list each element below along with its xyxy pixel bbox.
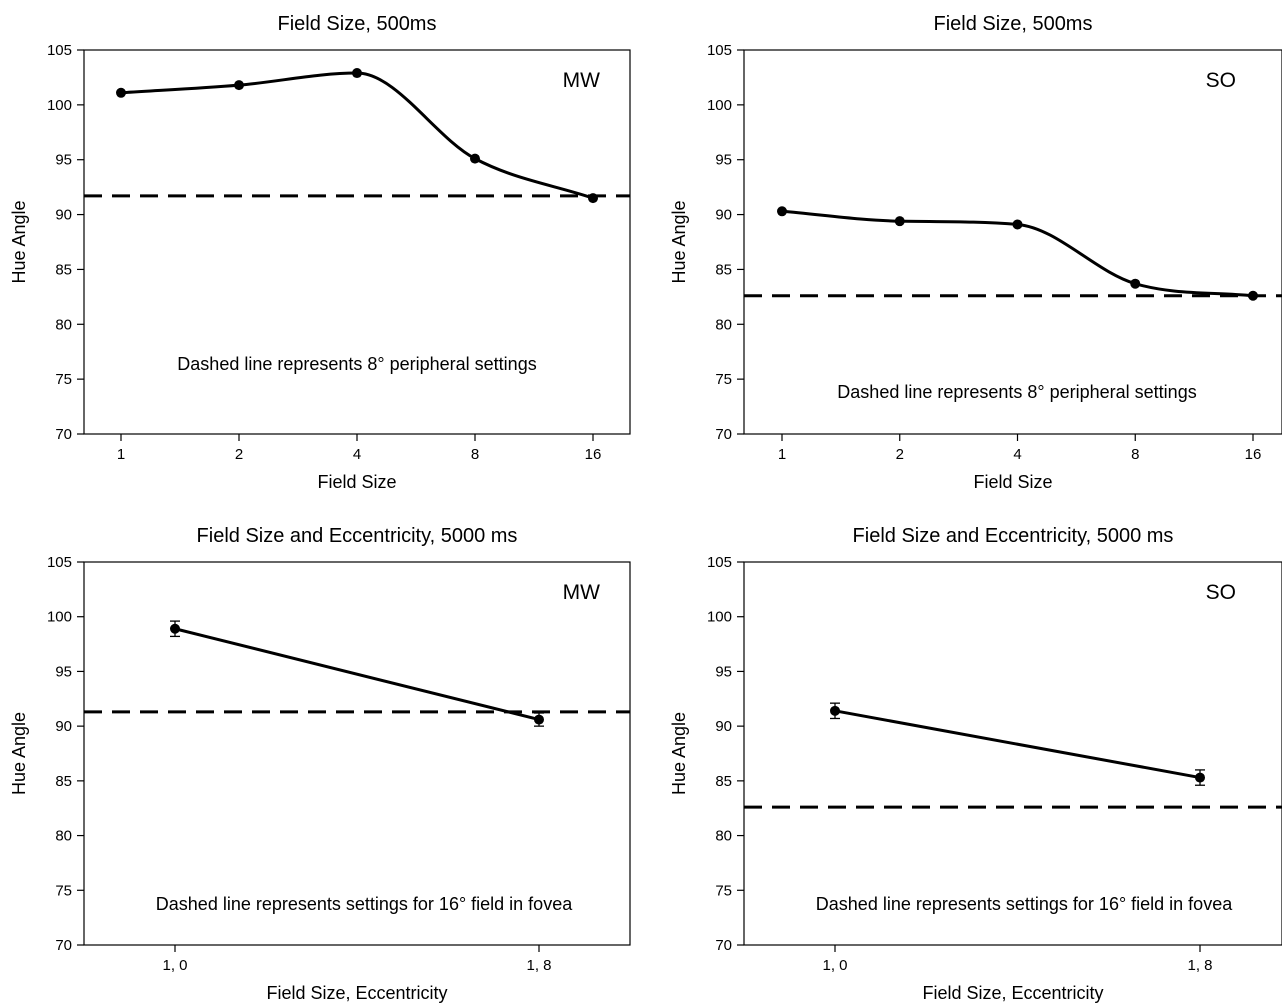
panel-tag: SO (1206, 581, 1236, 604)
data-point (234, 80, 244, 91)
y-tick-label: 95 (55, 663, 72, 680)
y-tick-label: 100 (47, 97, 72, 114)
y-tick-label: 70 (55, 426, 72, 443)
panel-tag: MW (563, 581, 600, 604)
x-tick-label: 16 (1245, 446, 1262, 463)
x-tick-label: 16 (585, 446, 602, 463)
y-tick-label: 90 (55, 718, 72, 735)
y-tick-label: 105 (707, 42, 732, 59)
y-tick-label: 105 (47, 42, 72, 59)
x-tick-label: 1, 0 (162, 957, 187, 974)
panel-tag: SO (1206, 69, 1236, 92)
x-tick-label: 4 (353, 446, 361, 463)
data-point (352, 68, 362, 79)
y-tick-label: 80 (55, 828, 72, 845)
x-tick-label: 1 (778, 446, 786, 463)
y-tick-label: 70 (715, 426, 732, 443)
chart-title: Field Size, 500ms (934, 13, 1093, 35)
chart-panel-mw-500: Field Size, 500ms 70 75 80 85 90 95 100 105 1 2 4 8 1… (9, 13, 631, 492)
chart-title: Field Size and Eccentricity, 5000 ms (197, 525, 518, 547)
y-tick-label: 90 (715, 718, 732, 735)
y-tick-label: 75 (715, 882, 732, 899)
plot-frame (743, 561, 1282, 946)
y-tick-label: 100 (707, 609, 732, 626)
y-tick-label: 70 (715, 937, 732, 954)
y-tick-label: 85 (715, 261, 732, 278)
series-line (834, 709, 1201, 780)
plot-frame (83, 561, 631, 946)
data-point (116, 87, 126, 98)
data-point (830, 705, 840, 716)
y-tick-label: 85 (715, 773, 732, 790)
chart-panel-so-5000: Field Size and Eccentricity, 5000 ms 70 75… (669, 525, 1282, 1003)
chart-title: Field Size, 500ms (278, 13, 437, 35)
series-line (174, 627, 540, 722)
data-point (170, 623, 180, 634)
x-tick-label: 4 (1013, 446, 1021, 463)
y-tick-label: 75 (715, 371, 732, 388)
plot-frame (743, 49, 1282, 435)
chart-title: Field Size and Eccentricity, 5000 ms (853, 525, 1174, 547)
x-axis-label: Field Size (973, 472, 1052, 492)
panel-tag: MW (563, 69, 600, 92)
data-point (1248, 290, 1258, 301)
chart-panel-mw-5000: Field Size and Eccentricity, 5000 ms 70 75… (9, 525, 631, 1003)
data-point (470, 153, 480, 164)
y-tick-label: 100 (707, 97, 732, 114)
plot-frame (83, 49, 631, 435)
y-axis-label: Hue Angle (669, 712, 689, 795)
x-tick-label: 1, 8 (1187, 957, 1212, 974)
y-tick-label: 80 (715, 316, 732, 333)
y-tick-label: 80 (55, 316, 72, 333)
y-tick-label: 105 (47, 554, 72, 571)
y-tick-label: 105 (707, 554, 732, 571)
y-tick-label: 95 (715, 663, 732, 680)
data-point (1012, 219, 1023, 230)
x-tick-label: 2 (235, 446, 243, 463)
y-tick-label: 95 (715, 152, 732, 169)
x-tick-label: 8 (1131, 446, 1139, 463)
y-tick-label: 90 (55, 207, 72, 224)
x-tick-label: 8 (471, 446, 479, 463)
chart-annotation: Dashed line represents 8° peripheral set… (177, 354, 536, 374)
chart-panel-so-500: Field Size, 500ms 70 75 80 85 90 95 100 105 1 2 4 8 1… (669, 13, 1282, 492)
x-tick-label: 1 (117, 446, 125, 463)
data-point (1130, 278, 1141, 289)
chart-annotation: Dashed line represents settings for 16° … (156, 894, 573, 914)
y-tick-label: 90 (715, 207, 732, 224)
data-point (894, 216, 905, 227)
x-axis-label: Field Size, Eccentricity (922, 983, 1103, 1003)
y-axis-label: Hue Angle (669, 200, 689, 283)
x-tick-label: 1, 8 (526, 957, 551, 974)
y-tick-label: 70 (55, 937, 72, 954)
y-tick-label: 95 (55, 152, 72, 169)
x-axis-label: Field Size (317, 472, 396, 492)
y-tick-label: 85 (55, 261, 72, 278)
y-axis-label: Hue Angle (9, 712, 29, 795)
data-point (588, 193, 598, 204)
y-tick-label: 75 (55, 371, 72, 388)
data-point (777, 206, 787, 217)
x-tick-label: 2 (896, 446, 904, 463)
x-axis-label: Field Size, Eccentricity (266, 983, 447, 1003)
series-line (120, 71, 594, 200)
y-tick-label: 100 (47, 609, 72, 626)
y-tick-label: 85 (55, 773, 72, 790)
y-axis-label: Hue Angle (9, 200, 29, 283)
y-tick-label: 75 (55, 882, 72, 899)
x-tick-label: 1, 0 (822, 957, 847, 974)
data-point (534, 714, 544, 725)
chart-annotation: Dashed line represents settings for 16° … (816, 894, 1233, 914)
data-point (1195, 772, 1205, 783)
y-tick-label: 80 (715, 828, 732, 845)
chart-annotation: Dashed line represents 8° peripheral set… (837, 382, 1196, 402)
